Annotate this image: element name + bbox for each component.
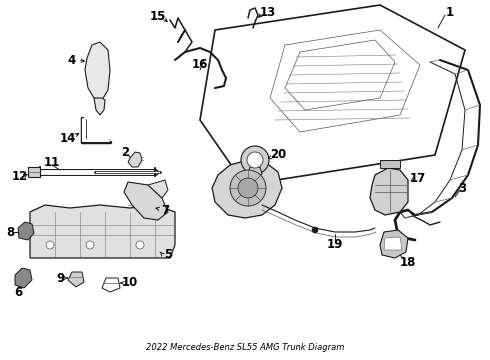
Text: 6: 6 bbox=[14, 285, 22, 298]
Polygon shape bbox=[380, 230, 408, 258]
Text: 12: 12 bbox=[12, 171, 28, 184]
Text: 11: 11 bbox=[44, 156, 60, 168]
Polygon shape bbox=[94, 98, 105, 115]
Polygon shape bbox=[15, 268, 32, 288]
Text: 18: 18 bbox=[400, 256, 416, 269]
Polygon shape bbox=[200, 5, 465, 185]
Circle shape bbox=[241, 146, 269, 174]
Polygon shape bbox=[248, 167, 262, 178]
Polygon shape bbox=[148, 180, 168, 198]
Text: 13: 13 bbox=[260, 5, 276, 18]
Circle shape bbox=[238, 178, 258, 198]
Circle shape bbox=[86, 241, 94, 249]
Polygon shape bbox=[128, 152, 142, 167]
Text: 15: 15 bbox=[150, 9, 166, 22]
Text: 3: 3 bbox=[458, 181, 466, 194]
Polygon shape bbox=[370, 168, 408, 215]
Circle shape bbox=[46, 241, 54, 249]
Text: 20: 20 bbox=[270, 148, 286, 162]
Text: 19: 19 bbox=[327, 238, 343, 252]
Circle shape bbox=[247, 152, 263, 168]
Text: 17: 17 bbox=[410, 171, 426, 184]
Text: 5: 5 bbox=[164, 248, 172, 261]
Polygon shape bbox=[212, 160, 282, 218]
Polygon shape bbox=[28, 167, 40, 177]
Circle shape bbox=[230, 170, 266, 206]
Polygon shape bbox=[85, 42, 110, 100]
Circle shape bbox=[136, 241, 144, 249]
Polygon shape bbox=[18, 222, 34, 240]
Text: 8: 8 bbox=[6, 225, 14, 238]
Polygon shape bbox=[384, 237, 402, 250]
Circle shape bbox=[312, 227, 318, 233]
Text: 9: 9 bbox=[56, 271, 64, 284]
Text: 1: 1 bbox=[446, 5, 454, 18]
Polygon shape bbox=[380, 160, 400, 168]
Text: 16: 16 bbox=[192, 58, 208, 72]
Polygon shape bbox=[30, 205, 175, 258]
Polygon shape bbox=[124, 182, 168, 220]
Text: 2022 Mercedes-Benz SL55 AMG Trunk Diagram: 2022 Mercedes-Benz SL55 AMG Trunk Diagra… bbox=[146, 343, 344, 352]
Text: 10: 10 bbox=[122, 276, 138, 289]
Text: 7: 7 bbox=[161, 203, 169, 216]
Polygon shape bbox=[68, 272, 84, 287]
Text: 4: 4 bbox=[68, 54, 76, 67]
Text: 14: 14 bbox=[60, 131, 76, 144]
Text: 2: 2 bbox=[121, 145, 129, 158]
Polygon shape bbox=[102, 278, 120, 292]
